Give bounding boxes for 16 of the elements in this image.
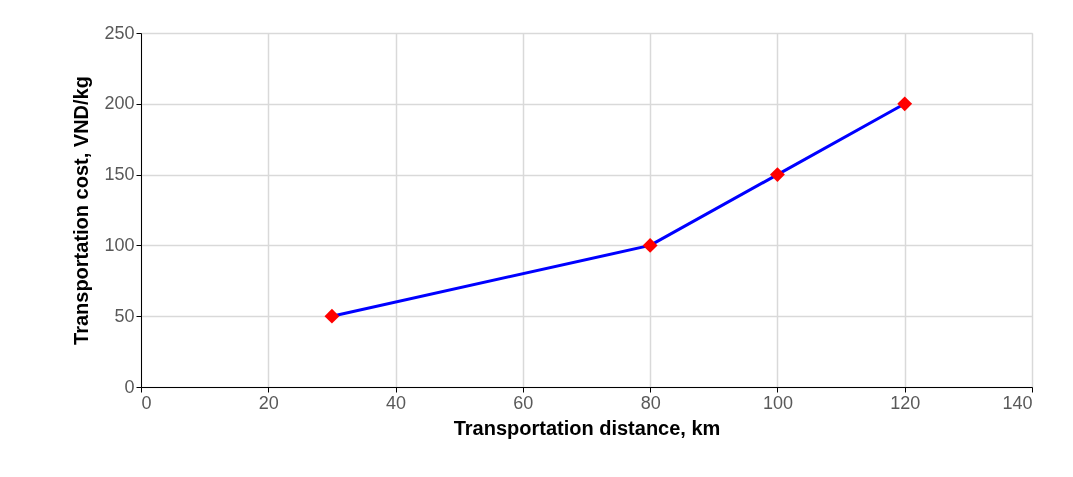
- x-tick-label: 40: [386, 392, 407, 413]
- x-tick-label: 20: [258, 392, 279, 413]
- y-tick-label: 0: [124, 376, 135, 397]
- y-tick-label: 100: [104, 234, 135, 255]
- x-tick-label: 60: [513, 392, 534, 413]
- x-tick-label: 100: [762, 392, 793, 413]
- x-tick-label: 0: [141, 392, 152, 413]
- y-axis-title: Transportation cost, VND/kg: [70, 76, 93, 345]
- y-tick-label: 50: [114, 305, 135, 326]
- x-axis-title: Transportation distance, km: [453, 416, 721, 439]
- x-tick-label: 120: [890, 392, 921, 413]
- x-tick-label: 80: [640, 392, 661, 413]
- x-tick-label: 140: [1002, 392, 1033, 413]
- y-tick-label: 250: [104, 22, 135, 43]
- y-tick-label: 200: [104, 93, 135, 114]
- y-tick-label: 150: [104, 164, 135, 185]
